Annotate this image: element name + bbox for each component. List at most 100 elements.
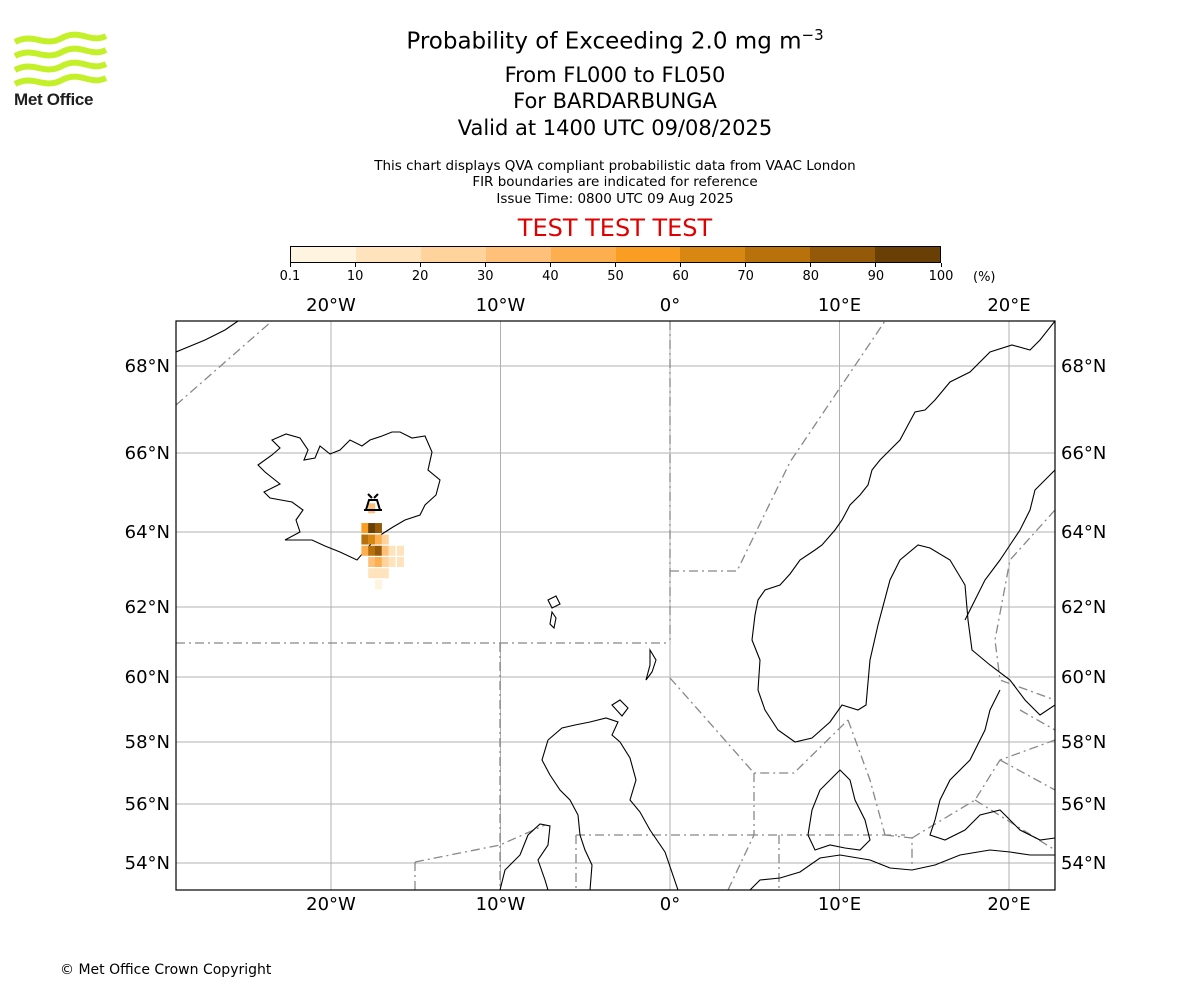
colorbar-tick-mark xyxy=(680,263,682,267)
logo-wave xyxy=(13,31,108,45)
graticule xyxy=(176,321,1055,890)
coastlines xyxy=(176,321,1055,890)
latitude-label-right: 56°N xyxy=(1061,794,1106,815)
longitude-label-top: 0° xyxy=(660,295,680,316)
volcano-icon xyxy=(364,493,382,511)
latitude-label-left: 58°N xyxy=(125,732,170,753)
latitude-label-left: 64°N xyxy=(125,522,170,543)
colorbar-tick-label: 60 xyxy=(672,269,689,284)
longitude-label-bottom: 20°W xyxy=(306,894,356,915)
colorbar-tick-label: 80 xyxy=(802,269,820,284)
latitude-label-left: 62°N xyxy=(125,597,170,618)
colorbar xyxy=(290,246,941,263)
note-fir: FIR boundaries are indicated for referen… xyxy=(472,174,758,190)
fir-boundaries xyxy=(176,321,1055,890)
title-main: Probability of Exceeding 2.0 mg m xyxy=(406,28,802,55)
colorbar-segment xyxy=(680,247,746,262)
ash-cell xyxy=(396,557,404,567)
colorbar-tick-label: 30 xyxy=(477,269,494,284)
colorbar-tick-label: 40 xyxy=(542,269,559,284)
ash-cell xyxy=(396,545,404,556)
longitude-label-top: 10°E xyxy=(818,295,861,316)
ash-cell xyxy=(368,545,376,556)
colorbar-tick-mark xyxy=(549,263,551,267)
colorbar-tick-label: 50 xyxy=(607,269,624,284)
ash-cell xyxy=(368,503,376,514)
ash-cell xyxy=(368,523,376,534)
latitude-label-left: 68°N xyxy=(125,356,170,377)
ash-cell xyxy=(381,534,389,545)
met-office-logo: Met Office xyxy=(13,30,109,112)
ash-cell xyxy=(361,523,369,534)
colorbar-segment xyxy=(420,247,486,262)
ash-cell xyxy=(368,534,376,545)
latitude-label-right: 60°N xyxy=(1061,667,1106,688)
ash-cell xyxy=(368,557,376,567)
logo-wave xyxy=(13,59,108,73)
colorbar-tick-label: 20 xyxy=(411,269,429,284)
longitude-label-bottom: 20°E xyxy=(987,894,1030,915)
chart-title: Probability of Exceeding 2.0 mg m−3 xyxy=(0,26,1200,55)
latitude-label-right: 58°N xyxy=(1061,732,1106,753)
ash-cell xyxy=(388,545,396,556)
latitude-label-right: 64°N xyxy=(1061,522,1106,543)
latitude-label-right: 54°N xyxy=(1061,853,1106,874)
longitude-label-bottom: 0° xyxy=(660,894,680,915)
colorbar-tick-mark xyxy=(745,263,747,267)
note-issue-time: Issue Time: 0800 UTC 09 Aug 2025 xyxy=(496,191,734,207)
colorbar-unit: (%) xyxy=(973,270,996,285)
longitude-label-bottom: 10°W xyxy=(476,894,526,915)
colorbar-tick-mark xyxy=(875,263,877,267)
logo-text: Met Office xyxy=(14,90,94,109)
colorbar-segment xyxy=(875,247,941,262)
colorbar-tick-mark xyxy=(354,263,356,267)
ash-probability-field xyxy=(361,503,404,590)
colorbar-tick-label: 10 xyxy=(346,269,364,284)
flight-level-line: From FL000 to FL050 xyxy=(504,63,726,87)
ash-cell xyxy=(374,579,382,590)
latitude-label-right: 62°N xyxy=(1061,597,1106,618)
colorbar-segment xyxy=(615,247,681,262)
colorbar-tick-label: 70 xyxy=(737,269,754,284)
colorbar-segment xyxy=(291,247,356,262)
colorbar-tick-label: 90 xyxy=(867,269,885,284)
ash-cell xyxy=(374,557,382,567)
colorbar-segment xyxy=(745,247,811,262)
map-frame xyxy=(175,320,1056,891)
latitude-label-right: 68°N xyxy=(1061,356,1106,377)
ash-cell xyxy=(374,523,382,534)
copyright: © Met Office Crown Copyright xyxy=(60,962,272,978)
ash-cell xyxy=(381,557,389,567)
colorbar-tick-mark xyxy=(810,263,812,267)
colorbar-tick-mark xyxy=(940,263,942,267)
ash-cell xyxy=(388,557,396,567)
longitude-label-top: 10°W xyxy=(476,295,526,316)
ash-cell xyxy=(381,568,389,579)
ash-cell xyxy=(361,534,369,545)
ash-cell xyxy=(368,568,376,579)
ash-cell xyxy=(374,534,382,545)
valid-time-line: Valid at 1400 UTC 09/08/2025 xyxy=(457,116,773,140)
latitude-label-left: 56°N xyxy=(125,794,170,815)
colorbar-segment xyxy=(355,247,421,262)
note-qva: This chart displays QVA compliant probab… xyxy=(374,158,856,174)
test-banner: TEST TEST TEST xyxy=(517,214,713,242)
ash-cell xyxy=(381,545,389,556)
colorbar-tick-label: 0.1 xyxy=(279,269,301,284)
volcano-line: For BARDARBUNGA xyxy=(513,89,717,113)
colorbar-segment xyxy=(810,247,876,262)
colorbar-tick-mark xyxy=(484,263,486,267)
longitude-label-top: 20°W xyxy=(306,295,356,316)
met-office-waves-icon xyxy=(13,31,108,87)
latitude-label-left: 60°N xyxy=(125,667,170,688)
logo-wave xyxy=(13,73,108,87)
latitude-label-left: 54°N xyxy=(125,853,170,874)
colorbar-tick-mark xyxy=(615,263,616,267)
latitude-label-left: 66°N xyxy=(125,443,170,464)
colorbar-segment xyxy=(485,247,551,262)
ash-cell xyxy=(361,545,369,556)
latitude-label-right: 66°N xyxy=(1061,443,1106,464)
longitude-label-top: 20°E xyxy=(987,295,1030,316)
logo-wave xyxy=(13,45,108,59)
ash-cell xyxy=(374,545,382,556)
